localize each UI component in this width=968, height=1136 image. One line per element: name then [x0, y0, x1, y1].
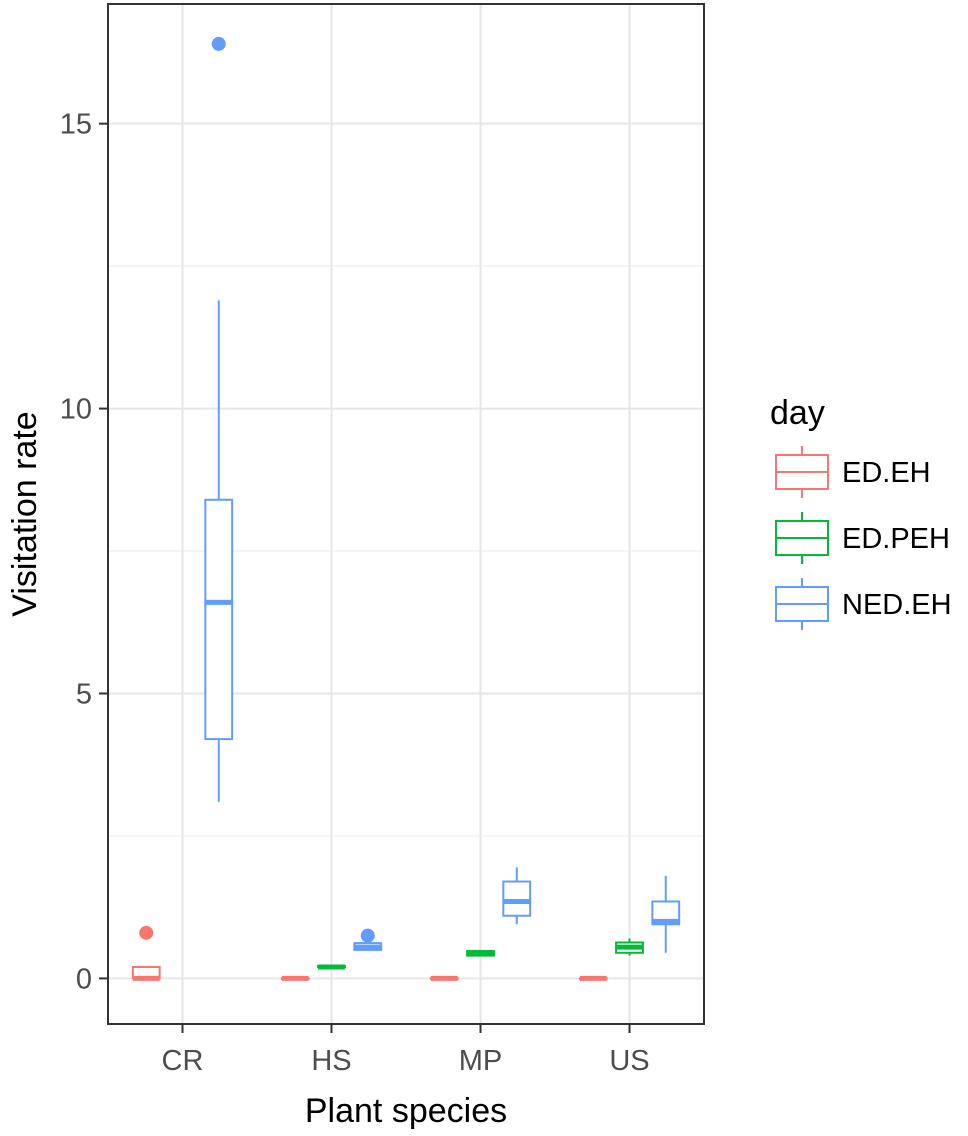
x-tick-label: HS [311, 1045, 351, 1077]
box-MP-ED.EH [429, 975, 459, 981]
box-body [204, 498, 234, 741]
box-body [651, 900, 681, 926]
box-body [502, 880, 532, 917]
legend-item-ED.PEH: ED.PEH [775, 512, 950, 564]
box-CR-ED.EH [131, 925, 161, 981]
y-tick-label: 0 [76, 963, 92, 995]
y-tick-label: 10 [60, 394, 92, 426]
legend-label: ED.PEH [842, 523, 950, 555]
box-HS-ED.EH [280, 975, 310, 981]
legend-label: NED.EH [842, 589, 952, 621]
box-HS-ED.PEH [317, 964, 346, 970]
box-US-NED.EH [651, 875, 681, 953]
outlier-point [360, 928, 375, 943]
y-tick-label: 15 [60, 109, 92, 141]
x-tick-label: CR [162, 1045, 204, 1077]
x-tick-label: US [609, 1045, 649, 1077]
x-axis: CR HS MP US [162, 1024, 650, 1077]
box-HS-NED.EH [353, 928, 383, 951]
legend-item-NED.EH: NED.EH [775, 578, 952, 630]
legend-item-ED.EH: ED.EH [775, 446, 931, 498]
legend-title: day [770, 394, 825, 432]
y-axis: 0 5 10 15 [60, 109, 108, 995]
legend-label: ED.EH [842, 457, 931, 489]
y-tick-label: 5 [76, 678, 92, 710]
outlier-point [211, 36, 226, 51]
legend: day ED.EH ED.PEH NED.EH [770, 394, 952, 630]
panel-border [107, 3, 705, 1025]
x-axis-title: Plant species [305, 1092, 507, 1130]
outlier-point [139, 925, 154, 940]
boxes [131, 36, 681, 981]
y-axis-title: Visitation rate [6, 411, 44, 616]
grid [108, 4, 704, 1024]
x-tick-label: MP [459, 1045, 503, 1077]
box-US-ED.EH [578, 975, 608, 981]
box-CR-NED.EH [204, 36, 234, 802]
box-MP-ED.PEH [466, 949, 495, 957]
box-US-ED.PEH [615, 938, 644, 956]
box-MP-NED.EH [502, 867, 532, 925]
